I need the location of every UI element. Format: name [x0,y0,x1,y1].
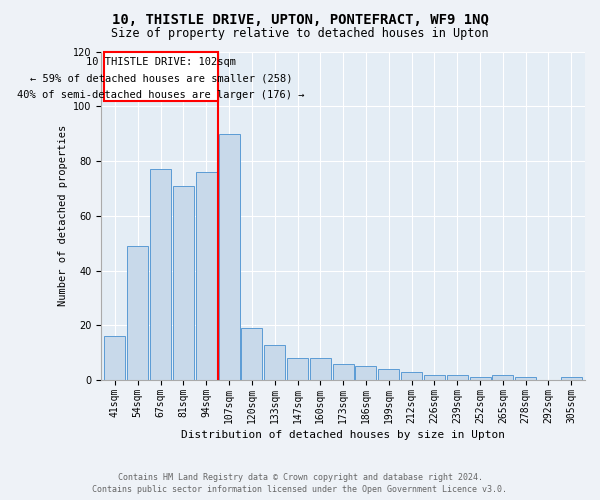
Bar [515,378,536,380]
Bar [264,344,285,380]
Bar [493,374,514,380]
Text: Contains HM Land Registry data © Crown copyright and database right 2024.
Contai: Contains HM Land Registry data © Crown c… [92,473,508,494]
Bar [218,134,239,380]
Text: Size of property relative to detached houses in Upton: Size of property relative to detached ho… [111,26,489,40]
Bar [378,369,399,380]
Text: 10 THISTLE DRIVE: 102sqm: 10 THISTLE DRIVE: 102sqm [86,57,236,67]
Y-axis label: Number of detached properties: Number of detached properties [58,125,68,306]
X-axis label: Distribution of detached houses by size in Upton: Distribution of detached houses by size … [181,430,505,440]
Bar [241,328,262,380]
Bar [355,366,376,380]
Bar [150,170,171,380]
Bar [127,246,148,380]
FancyBboxPatch shape [104,52,218,101]
Text: 40% of semi-detached houses are larger (176) →: 40% of semi-detached houses are larger (… [17,90,305,100]
Bar [447,374,468,380]
Bar [104,336,125,380]
Text: ← 59% of detached houses are smaller (258): ← 59% of detached houses are smaller (25… [30,74,292,84]
Bar [287,358,308,380]
Bar [424,374,445,380]
Bar [196,172,217,380]
Bar [470,378,491,380]
Bar [332,364,353,380]
Text: 10, THISTLE DRIVE, UPTON, PONTEFRACT, WF9 1NQ: 10, THISTLE DRIVE, UPTON, PONTEFRACT, WF… [112,12,488,26]
Bar [561,378,582,380]
Bar [310,358,331,380]
Bar [173,186,194,380]
Bar [401,372,422,380]
